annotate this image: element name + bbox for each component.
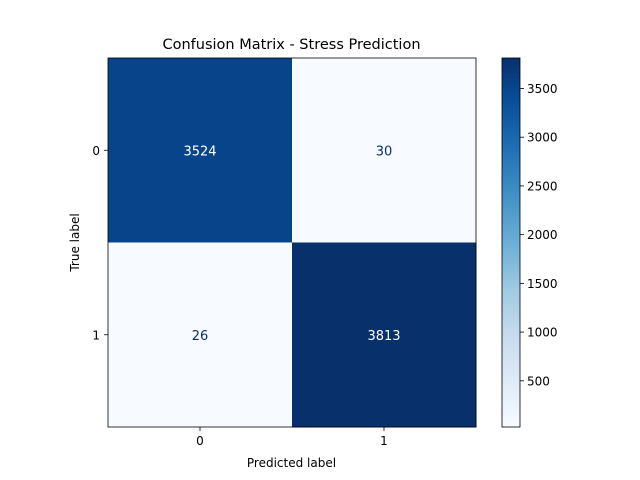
- matrix-cell: [292, 58, 477, 243]
- y-axis-label: True label: [68, 213, 82, 272]
- colorbar-tick-label: 1000: [527, 326, 558, 340]
- colorbar-ticks: 500 1000 1500 2000 2500 3000 3500: [520, 82, 558, 388]
- colorbar-tick-label: 1500: [527, 277, 558, 291]
- colorbar-tick-label: 2000: [527, 228, 558, 242]
- x-axis-label: Predicted label: [247, 456, 336, 470]
- colorbar-tick-label: 3500: [527, 82, 558, 96]
- colorbar-tick-label: 3000: [527, 131, 558, 145]
- cell-value-label: 26: [192, 329, 209, 344]
- colorbar: [501, 57, 521, 428]
- cell-value-label: 30: [376, 144, 393, 159]
- plot-frame: [107, 57, 477, 428]
- cell-value-label: 3813: [367, 329, 400, 344]
- matrix-cell: [108, 58, 293, 243]
- colorbar-tick-label: 500: [527, 374, 550, 388]
- y-axis-ticks: 01: [92, 144, 108, 342]
- y-tick-label: 1: [92, 328, 100, 342]
- x-tick-label: 1: [380, 434, 388, 448]
- chart-title: Confusion Matrix - Stress Prediction: [162, 37, 420, 53]
- y-tick-label: 0: [92, 144, 100, 158]
- matrix-cell-labels: 3524 30 26 3813: [183, 144, 400, 344]
- matrix-cells: [108, 58, 477, 428]
- colorbar-tick-label: 2500: [527, 179, 558, 193]
- matrix-cell: [292, 242, 477, 428]
- cell-value-label: 3524: [183, 144, 216, 159]
- x-tick-label: 0: [196, 434, 204, 448]
- matrix-cell: [108, 242, 293, 428]
